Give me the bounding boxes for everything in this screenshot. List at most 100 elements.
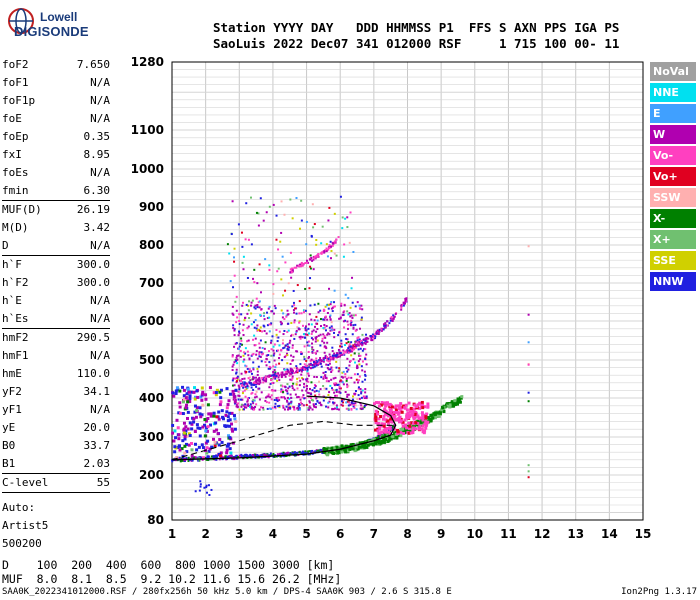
echo-point [285, 399, 288, 402]
echo-point [313, 405, 316, 408]
echo-point [299, 363, 302, 366]
param-row: foF1p N/A [2, 92, 110, 110]
echo-point [344, 333, 347, 336]
echo-point [200, 386, 204, 390]
echo-point [289, 198, 292, 201]
echo-point [217, 410, 221, 414]
echo-point [237, 384, 240, 387]
echo-point [245, 406, 248, 409]
echo-point [296, 369, 299, 372]
echo-point [354, 323, 357, 326]
echo-point [188, 394, 192, 398]
logo-line1: Lowell [40, 10, 78, 24]
echo-point [347, 407, 350, 410]
echo-point [346, 310, 349, 313]
echo-point [219, 388, 223, 392]
echo-point [340, 444, 344, 448]
echo-point [290, 396, 293, 399]
echo-point [344, 217, 347, 220]
echo-point [363, 406, 366, 409]
echo-point [292, 370, 295, 373]
echo-point [252, 376, 255, 379]
echo-point [347, 351, 350, 354]
echo-point [280, 374, 283, 377]
echo-point [308, 313, 311, 316]
echo-point [315, 239, 318, 242]
echo-point [210, 488, 213, 491]
echo-point [356, 397, 359, 400]
echo-point [328, 391, 331, 394]
echo-point [311, 449, 314, 452]
echo-point [396, 433, 400, 437]
echo-point [206, 417, 210, 421]
echo-point [274, 375, 277, 378]
echo-point [394, 404, 398, 408]
echo-point [253, 326, 256, 329]
echo-point [246, 400, 249, 403]
echo-point [305, 387, 308, 390]
echo-point [260, 308, 263, 311]
echo-point [250, 383, 253, 386]
echo-point [293, 408, 296, 411]
echo-point [352, 395, 355, 398]
echo-point [248, 381, 251, 384]
echo-point [409, 406, 413, 410]
echo-point [296, 326, 299, 329]
echo-point [392, 314, 395, 317]
echo-point [369, 442, 373, 446]
echo-point [187, 432, 191, 436]
echo-point [424, 420, 428, 424]
echo-point [316, 449, 319, 452]
echo-point [270, 339, 273, 342]
echo-point [299, 398, 302, 401]
echo-point [176, 426, 180, 430]
echo-point [347, 376, 350, 379]
echo-point [311, 408, 314, 411]
echo-point [388, 404, 392, 408]
echo-point [305, 389, 308, 392]
echo-point [258, 380, 261, 383]
echo-point [319, 325, 322, 328]
echo-point [316, 339, 319, 342]
echo-point [403, 418, 407, 422]
echo-point [407, 401, 411, 405]
echo-point [354, 305, 357, 308]
echo-point [201, 392, 205, 396]
echo-point [282, 373, 285, 376]
echo-point [233, 417, 237, 421]
echo-point [187, 443, 191, 447]
echo-point [282, 312, 285, 315]
echo-point [290, 372, 293, 375]
echo-point [306, 370, 309, 373]
echo-point [269, 341, 272, 344]
param-row: fxI 8.95 [2, 146, 110, 164]
echo-point [280, 452, 283, 455]
echo-point [354, 445, 358, 449]
legend-item: X- [650, 209, 696, 228]
echo-point [350, 321, 353, 324]
x-tick-label: 13 [567, 527, 584, 541]
echo-point [287, 387, 290, 390]
echo-point [403, 301, 406, 304]
echo-point [312, 329, 315, 332]
echo-point [309, 450, 312, 453]
echo-point [275, 373, 278, 376]
echo-point [327, 363, 330, 366]
echo-point [261, 330, 264, 333]
legend-item: Vo- [650, 146, 696, 165]
echo-point [241, 378, 244, 381]
echo-point [364, 373, 367, 376]
echo-point [377, 417, 381, 421]
echo-point [361, 342, 364, 345]
echo-point [295, 369, 298, 372]
echo-point [328, 359, 331, 362]
echo-point [255, 376, 258, 379]
echo-point [238, 319, 241, 322]
echo-point [240, 313, 243, 316]
echo-point [285, 405, 288, 408]
echo-point [319, 318, 322, 321]
echo-point [313, 319, 316, 322]
echo-point [332, 306, 335, 309]
echo-point [250, 407, 253, 410]
echo-point [271, 335, 274, 338]
